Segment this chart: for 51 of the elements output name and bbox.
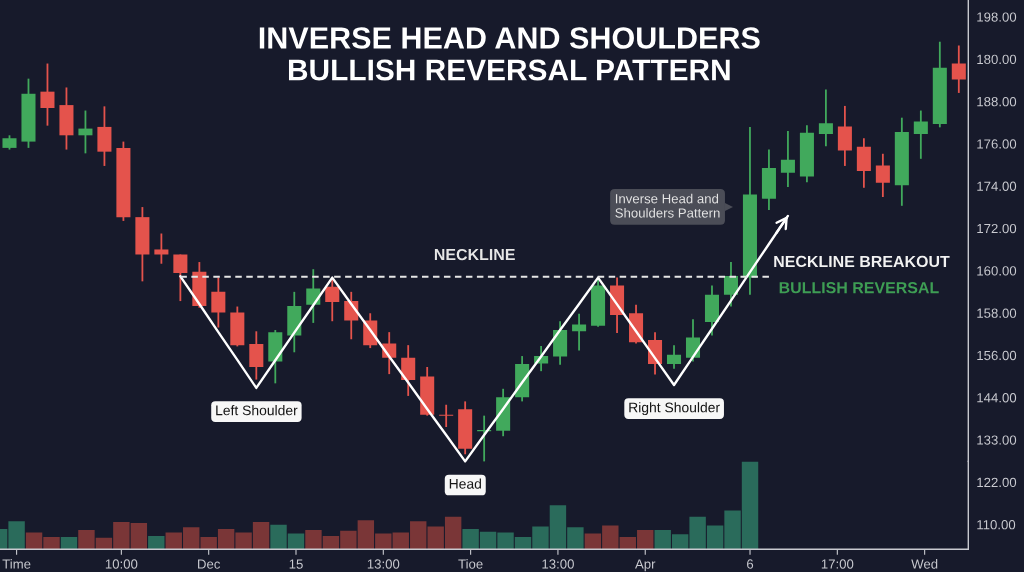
text: 144.00: [977, 393, 1017, 403]
x-tick-label: 10:00: [105, 559, 138, 569]
x-tick-label: Time: [2, 559, 31, 569]
series-label: NECKLINE: [434, 248, 515, 261]
text: 160.00: [977, 266, 1017, 276]
text: 172.00: [977, 223, 1017, 234]
candlestick: [211, 276, 226, 329]
annotation: NECKLINE BREAKOUT: [774, 255, 950, 268]
text: 188.00: [977, 96, 1017, 107]
text: 158.00: [977, 308, 1017, 318]
annotation: Left Shoulder: [216, 405, 298, 416]
annotation: Inverse Head and Shoulders Pattern: [615, 193, 720, 218]
candlestick: [780, 130, 795, 188]
candlestick: [154, 232, 169, 265]
annotation: Head: [449, 478, 481, 489]
text: 110.00: [977, 519, 1016, 530]
text: 198.00: [977, 12, 1017, 22]
annotation: BULLISH REVERSAL: [779, 282, 939, 294]
candlestick: [951, 44, 966, 94]
candlestick: [875, 152, 890, 198]
x-tick-label: Dec: [198, 559, 221, 569]
bar: [148, 536, 165, 550]
candlestick: [723, 261, 738, 308]
candlestick: [818, 88, 833, 148]
candlestick: [913, 109, 928, 160]
candlestick: [306, 268, 321, 324]
candlestick: [666, 344, 682, 370]
x-tick-label: 15: [289, 559, 303, 569]
text: 176.00: [977, 139, 1017, 149]
bar: [60, 536, 78, 550]
candlestick: [837, 105, 852, 167]
x-tick-label: Wed: [911, 559, 938, 569]
candlestick: [401, 344, 416, 397]
chart-subtitle: BULLISH REVERSAL PATTERN: [288, 59, 730, 81]
x-tick-label: 13:00: [542, 559, 574, 569]
chart-title: INVERSE HEAD AND SHOULDERS: [259, 27, 760, 49]
text: 180.00: [977, 54, 1017, 65]
text: 133.00: [977, 435, 1017, 445]
candlestick: [249, 330, 264, 381]
x-tick-label: 13:00: [367, 559, 400, 569]
candlestick: [40, 62, 55, 127]
x-tick-label: Tioe: [458, 559, 483, 569]
annotation: Right Shoulder: [629, 402, 720, 416]
x-tick-label: 6: [747, 559, 754, 569]
text: 122.00: [977, 477, 1017, 488]
candlestick: [173, 253, 188, 302]
text: 156.00: [977, 350, 1017, 361]
x-tick-label: 17:00: [821, 559, 854, 569]
text: 174.00: [977, 181, 1017, 191]
candlestick: [439, 403, 454, 428]
x-tick-label: Apr: [635, 559, 656, 572]
